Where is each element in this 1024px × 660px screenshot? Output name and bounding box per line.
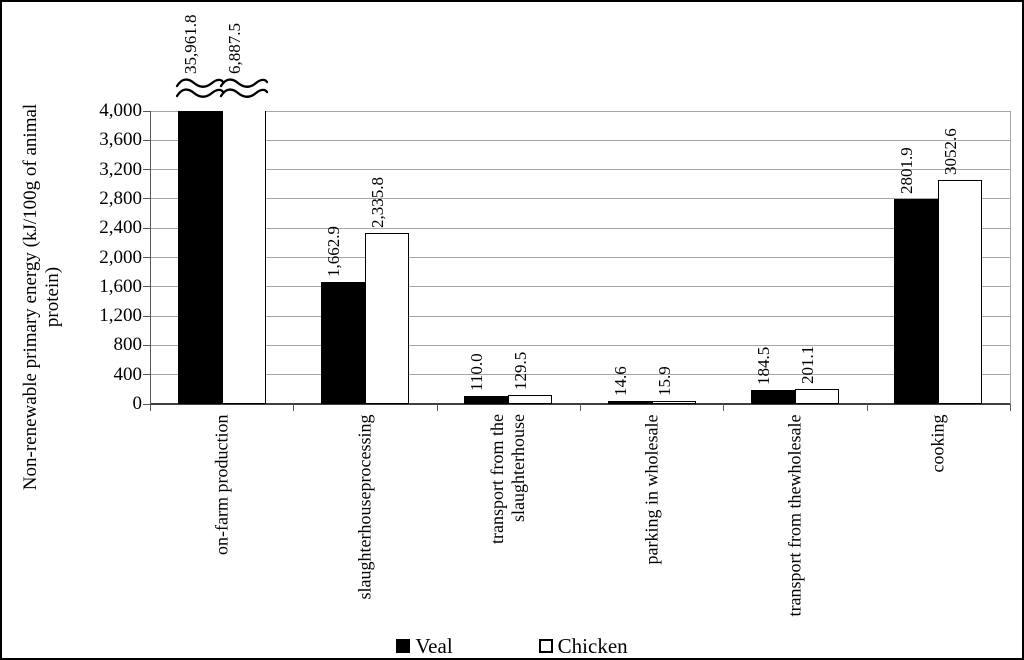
gridline xyxy=(150,374,1010,376)
gridline xyxy=(150,257,1010,258)
x-axis-tick xyxy=(436,404,438,411)
y-axis-tick xyxy=(143,169,150,171)
y-axis-tick xyxy=(143,198,150,200)
bar-chicken xyxy=(795,389,839,404)
y-tick-label: 2,400 xyxy=(99,217,142,239)
x-axis-tick xyxy=(293,404,295,411)
bar-value-label: 2801.9 xyxy=(897,147,917,194)
bar-value-label: 3052.6 xyxy=(941,128,961,176)
y-axis-tick xyxy=(143,257,150,258)
bar-value-label: 6,887.5 xyxy=(224,23,244,74)
legend-label-chicken: Chicken xyxy=(557,633,628,658)
bar-chicken xyxy=(221,111,266,404)
gridline xyxy=(150,315,1010,317)
axis-break-icon xyxy=(174,76,226,104)
y-axis-line xyxy=(150,111,151,411)
bar-chicken xyxy=(365,232,409,404)
y-tick-label: 1,600 xyxy=(99,275,142,297)
x-axis-tick xyxy=(723,404,725,411)
y-axis-tick xyxy=(143,227,150,229)
gridline xyxy=(150,227,1010,229)
category-label: on-farm production xyxy=(211,414,232,555)
bar-value-label: 1,662.9 xyxy=(324,226,343,278)
y-tick-label: 2,800 xyxy=(99,187,142,209)
category-label: parking in wholesale xyxy=(641,414,662,564)
chicken-swatch-icon xyxy=(538,639,553,653)
x-axis-tick xyxy=(1010,404,1011,411)
y-axis-title: Non-renewable primary energy (kJ/100g of… xyxy=(20,103,63,491)
bar-chicken xyxy=(651,401,696,404)
bar-value-label: 110.0 xyxy=(467,353,487,391)
bar-chicken xyxy=(938,180,983,404)
bar-value-label: 15.9 xyxy=(654,366,674,396)
bar-value-label: 201.1 xyxy=(798,346,817,385)
bar-value-label: 129.5 xyxy=(511,351,531,390)
bar-veal xyxy=(464,395,509,404)
veal-swatch-icon xyxy=(396,639,411,653)
y-tick-label: 3,200 xyxy=(99,158,142,180)
legend: Veal Chicken xyxy=(2,633,1022,659)
bar-veal xyxy=(607,401,652,404)
y-tick-label: 400 xyxy=(113,363,143,385)
bar-veal xyxy=(894,198,939,404)
gridline xyxy=(150,139,1010,141)
bar-value-label: 184.5 xyxy=(754,347,773,386)
gridline xyxy=(150,198,1010,200)
y-axis-tick xyxy=(143,403,150,405)
category-label: slaughterhouseprocessing xyxy=(354,414,375,599)
category-label: cooking xyxy=(927,414,948,472)
gridline xyxy=(150,344,1010,346)
y-axis-tick xyxy=(143,286,150,288)
category-label: transport from the slaughterhouse xyxy=(487,414,529,544)
y-axis-tick xyxy=(143,315,150,317)
x-axis-tick xyxy=(580,404,581,411)
gridline xyxy=(150,286,1010,288)
bar-value-label: 35,961.8 xyxy=(180,14,200,75)
y-axis-tick xyxy=(143,374,150,376)
gridline xyxy=(150,169,1010,171)
y-tick-label: 4,000 xyxy=(99,100,142,121)
x-axis-tick xyxy=(866,404,868,411)
legend-item-chicken: Chicken xyxy=(538,633,628,659)
category-label: transport from thewholesale xyxy=(784,414,805,616)
y-tick-label: 1,200 xyxy=(99,305,142,327)
x-axis-tick xyxy=(150,404,151,411)
bar-value-label: 14.6 xyxy=(610,366,630,396)
plot-right-border xyxy=(1010,111,1011,404)
y-tick-label: 3,600 xyxy=(99,129,142,151)
y-axis-tick xyxy=(143,139,150,141)
legend-label-veal: Veal xyxy=(415,633,453,658)
bar-chicken xyxy=(508,394,553,404)
y-tick-label: 0 xyxy=(132,393,143,414)
bar-veal xyxy=(751,390,795,404)
bar-value-label: 2,335.8 xyxy=(368,176,387,228)
axis-break-icon xyxy=(218,76,270,104)
y-axis-tick xyxy=(143,110,150,112)
gridline xyxy=(150,110,1010,112)
legend-item-veal: Veal xyxy=(396,633,453,659)
bar-veal xyxy=(177,111,222,404)
y-tick-label: 800 xyxy=(113,334,143,356)
y-axis-tick xyxy=(143,344,150,346)
bar-veal xyxy=(321,282,365,404)
y-tick-label: 2,000 xyxy=(99,246,142,268)
